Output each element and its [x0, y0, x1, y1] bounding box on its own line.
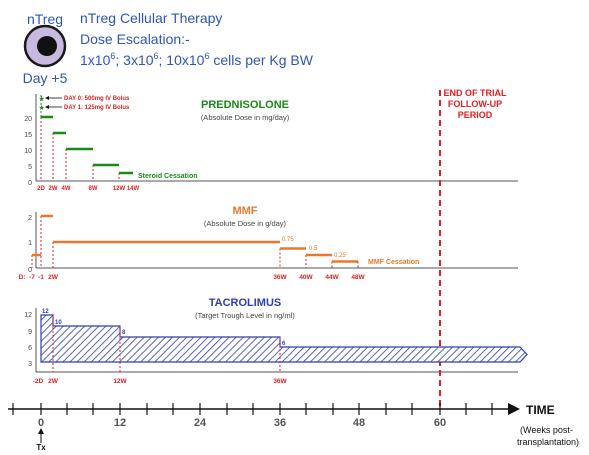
tacro-y-tick: 3 [28, 361, 32, 368]
tacro-x-label: 12W [113, 378, 127, 385]
svg-text:FOLLOW-UP: FOLLOW-UP [448, 99, 502, 109]
cell-label: nTreg [27, 11, 63, 27]
tx-label: Tx [36, 443, 46, 450]
tacro-y-tick: 9 [28, 329, 32, 336]
time-tick-label: 0 [38, 417, 44, 429]
cell-day-label: Day +5 [23, 70, 68, 86]
tacro-y-tick: 6 [28, 345, 32, 352]
mmf-panel: 2 1 0 MMF (Absolute Dose in g/day) 0.75 … [19, 205, 518, 281]
tacro-x-label: 2W [48, 378, 59, 385]
tacro-level-label: 12 [42, 309, 49, 315]
arrow-right-icon [508, 403, 520, 415]
pred-x-label: 12W [113, 186, 126, 192]
tacro-x-label: 36W [273, 378, 287, 385]
prednisolone-panel: 20 15 10 5 0 PREDNISOLONE (Absolute Dose… [24, 94, 518, 192]
mmf-subtitle: (Absolute Dose in g/day) [204, 219, 287, 228]
mmf-x-labels: D: -7 -1 2W 36W 40W 44W 48W [19, 274, 366, 281]
svg-text:END OF TRIAL: END OF TRIAL [444, 88, 507, 98]
time-axis-units-1: (Weeks post- [520, 425, 573, 435]
mmf-step-label: 0.5 [309, 246, 318, 252]
pred-annotation-day1: DAY 1: 125mg IV Bolus [64, 105, 130, 111]
mmf-x-label: 48W [351, 274, 365, 281]
time-tick-label: 12 [114, 417, 126, 429]
mmf-y-ticks: 2 1 0 [28, 215, 32, 274]
time-axis-ticks [12, 403, 493, 415]
star-icon: ★ [39, 95, 45, 103]
nTreg-cell-icon [23, 24, 67, 68]
tacro-y-ticks: 12 9 6 3 [24, 312, 32, 368]
tacro-target-band [40, 314, 528, 363]
end-of-trial-label: END OF TRIAL FOLLOW-UP PERIOD [444, 88, 507, 120]
pred-x-labels: 2D 2W 4W 8W 12W 14W [37, 186, 139, 192]
tacro-level-label: 8 [122, 330, 126, 336]
tacrolimus-panel: 12 9 6 3 TACROLIMUS (Target Trough Level… [24, 297, 528, 385]
tacro-level-label: 10 [55, 320, 62, 326]
tacro-level-label: 6 [282, 341, 286, 347]
pred-x-label: 2D [37, 186, 45, 192]
pred-subtitle: (Absolute Dose in mg/day) [201, 113, 290, 122]
mmf-x-label: 36W [273, 274, 287, 281]
pred-dose-steps [40, 115, 133, 181]
pred-y-tick: 15 [24, 132, 32, 139]
mmf-y-tick: 0 [28, 267, 32, 274]
tacro-x-labels: -2D 2W 12W 36W [33, 378, 288, 385]
time-tick-label: 60 [434, 417, 446, 429]
tacro-level-labels: 12 10 8 6 [42, 309, 286, 347]
pred-y-tick: 10 [24, 148, 32, 155]
pred-y-tick: 20 [24, 116, 32, 123]
mmf-x-prefix: D: [19, 274, 26, 281]
tacro-guide-lines [52, 315, 281, 372]
tacro-subtitle: (Target Trough Level in ng/ml) [195, 311, 295, 320]
pred-title: PREDNISOLONE [201, 99, 289, 111]
pred-cessation-label: Steroid Cessation [138, 173, 198, 180]
mmf-x-label: 2W [48, 274, 59, 281]
tacro-y-tick: 12 [24, 312, 32, 319]
tacro-x-label: -2D [33, 378, 44, 385]
pred-x-label: 14W [127, 186, 140, 192]
time-tick-labels: 0 12 24 36 48 60 [38, 417, 446, 429]
mmf-step-label: 0.25 [334, 253, 346, 259]
pred-y-ticks: 20 15 10 5 0 [24, 116, 32, 187]
mmf-x-label: -1 [38, 274, 44, 281]
time-tick-label: 24 [194, 417, 207, 429]
dose-levels-line: 1x106; 3x106; 10x106 cells per Kg BW [80, 51, 314, 68]
pred-y-tick: 5 [28, 164, 32, 171]
svg-text:PERIOD: PERIOD [458, 110, 493, 120]
mmf-step-label: 0.75 [282, 237, 294, 243]
pred-x-label: 8W [89, 186, 98, 192]
pred-y-tick: 0 [28, 180, 32, 187]
mmf-x-label: 44W [325, 274, 339, 281]
time-axis-units-2: transplantation) [517, 437, 579, 447]
time-axis: 0 12 24 36 48 60 TIME (Weeks post- trans… [8, 403, 579, 452]
mmf-x-label: -7 [29, 274, 35, 281]
mmf-title: MMF [232, 205, 257, 217]
pred-annotation-day0: DAY 0: 500mg IV Bolus [64, 96, 130, 102]
therapy-title: nTreg Cellular Therapy [80, 10, 222, 26]
pred-bolus-markers: ★ ★ DAY 0: 500mg IV Bolus DAY 1: 125mg I… [39, 95, 130, 117]
tacro-title: TACROLIMUS [209, 297, 282, 309]
pred-x-label: 4W [62, 186, 71, 192]
pred-x-label: 2W [49, 186, 58, 192]
time-tick-label: 48 [353, 417, 365, 429]
mmf-y-tick: 2 [28, 215, 32, 222]
star-icon: ★ [39, 104, 45, 112]
time-tick-label: 36 [274, 417, 286, 429]
time-axis-label: TIME [526, 403, 555, 417]
dose-escalation-title: Dose Escalation:- [80, 31, 190, 47]
mmf-dose-steps [31, 214, 359, 268]
mmf-y-tick: 1 [28, 240, 32, 247]
mmf-x-label: 40W [299, 274, 313, 281]
mmf-cessation-label: MMF Cessation [368, 259, 419, 266]
mmf-step-labels: 0.75 0.5 0.25 [282, 237, 346, 259]
